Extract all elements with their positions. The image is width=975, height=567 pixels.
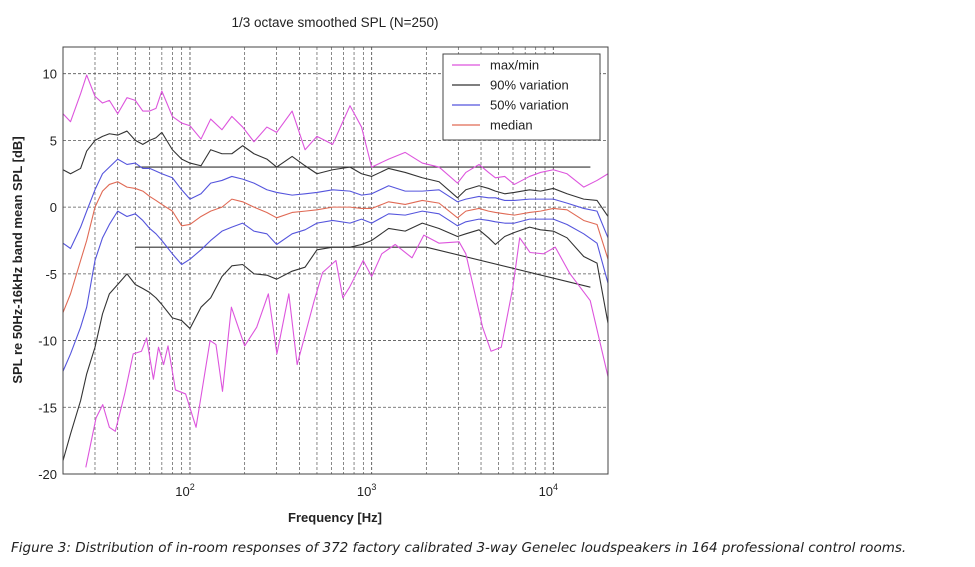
y-tick-label: -20 — [38, 467, 57, 482]
x-tick-label: 104 — [539, 482, 558, 499]
y-axis-label: SPL re 50Hz-16kHz band mean SPL [dB] — [10, 136, 25, 383]
series-50-lower — [62, 210, 609, 372]
series-50-upper — [62, 158, 609, 250]
x-axis-label: Frequency [Hz] — [288, 510, 382, 525]
legend: max/min 90% variation 50% variation median — [442, 53, 601, 141]
plot-frame — [62, 46, 609, 475]
x-tick-labels: 102 103 104 — [175, 482, 558, 499]
y-tick-label: -15 — [38, 400, 57, 415]
y-tick-label: 5 — [50, 133, 57, 148]
legend-label: 50% variation — [490, 98, 569, 113]
legend-box — [442, 53, 601, 141]
legend-label: 90% variation — [490, 78, 569, 93]
y-tick-label: -10 — [38, 334, 57, 349]
y-tick-label: 10 — [43, 67, 57, 82]
y-tick-label: 0 — [50, 200, 57, 215]
data-lines — [62, 74, 609, 468]
reference-lines — [135, 166, 591, 288]
y-tick-label: -5 — [45, 267, 57, 282]
series-90-upper — [62, 130, 609, 217]
series-min — [85, 234, 609, 468]
series-median — [62, 181, 609, 313]
chart-title: 1/3 octave smoothed SPL (N=250) — [232, 15, 439, 30]
series-90-lower — [62, 222, 609, 461]
x-tick-label: 102 — [175, 482, 194, 499]
series-max — [62, 74, 609, 188]
figure-caption: Figure 3: Distribution of in-room respon… — [11, 540, 907, 556]
x-tick-label: 103 — [357, 482, 376, 499]
lower-tolerance-line — [135, 246, 591, 288]
legend-label: max/min — [490, 58, 539, 73]
y-tick-labels: 10 5 0 -5 -10 -15 -20 — [38, 67, 57, 482]
legend-label: median — [490, 118, 533, 133]
